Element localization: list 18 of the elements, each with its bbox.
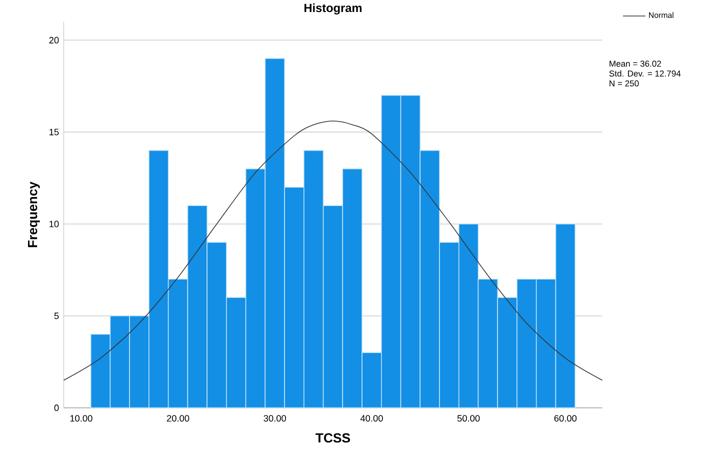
text: N = 250 — [610, 80, 639, 86]
x-tick-label: 30.00 — [264, 414, 286, 422]
y-axis-title: Frequency — [28, 181, 40, 248]
y-tick-label: 0 — [54, 404, 59, 411]
y-tick-label: 5 — [54, 312, 59, 319]
y-tick-label: 15 — [50, 128, 59, 136]
x-tick-label: 50.00 — [457, 414, 480, 422]
text: Std. Dev. = 12.794 — [609, 70, 681, 76]
y-tick-label: 10 — [50, 220, 59, 228]
x-tick-label: 20.00 — [166, 414, 190, 422]
y-tick-label: 20 — [49, 36, 59, 44]
text: Mean = 36.02 — [610, 60, 661, 67]
chart-title: Histogram — [304, 3, 362, 14]
x-axis-title: TCSS — [316, 433, 350, 442]
x-tick-label: 60.00 — [554, 414, 577, 422]
line-series — [63, 120, 603, 380]
x-tick-label: 40.00 — [360, 414, 383, 422]
x-tick-label: 10.00 — [70, 414, 92, 422]
